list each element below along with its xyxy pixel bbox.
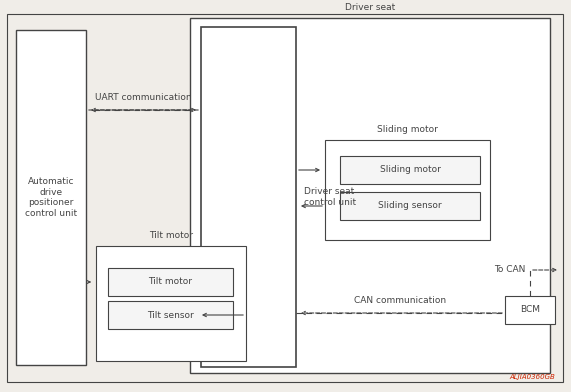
Bar [340,192,480,220]
Text: Sliding sensor: Sliding sensor [378,201,442,211]
Text: ALJIA0360GB: ALJIA0360GB [509,374,555,380]
Bar [108,301,233,329]
Bar [325,140,490,240]
Text: Tilt sensor: Tilt sensor [147,310,194,319]
Text: Tilt motor: Tilt motor [148,278,192,287]
Text: Driver seat: Driver seat [345,3,395,12]
Text: Sliding motor: Sliding motor [377,125,438,134]
Text: Sliding motor: Sliding motor [380,165,440,174]
Text: To CAN: To CAN [493,265,525,274]
Bar [201,27,296,367]
Text: Tilt motor: Tilt motor [149,231,193,240]
Bar [108,268,233,296]
Bar [190,18,550,373]
Bar [340,156,480,184]
Bar [505,296,555,324]
Text: CAN communication: CAN communication [355,296,447,305]
Text: Automatic
drive
positioner
control unit: Automatic drive positioner control unit [25,178,77,218]
Bar [16,30,86,365]
Text: UART communication: UART communication [95,93,192,102]
Text: BCM: BCM [520,305,540,314]
Text: Driver seat
control unit: Driver seat control unit [304,187,356,207]
Bar [96,246,246,361]
